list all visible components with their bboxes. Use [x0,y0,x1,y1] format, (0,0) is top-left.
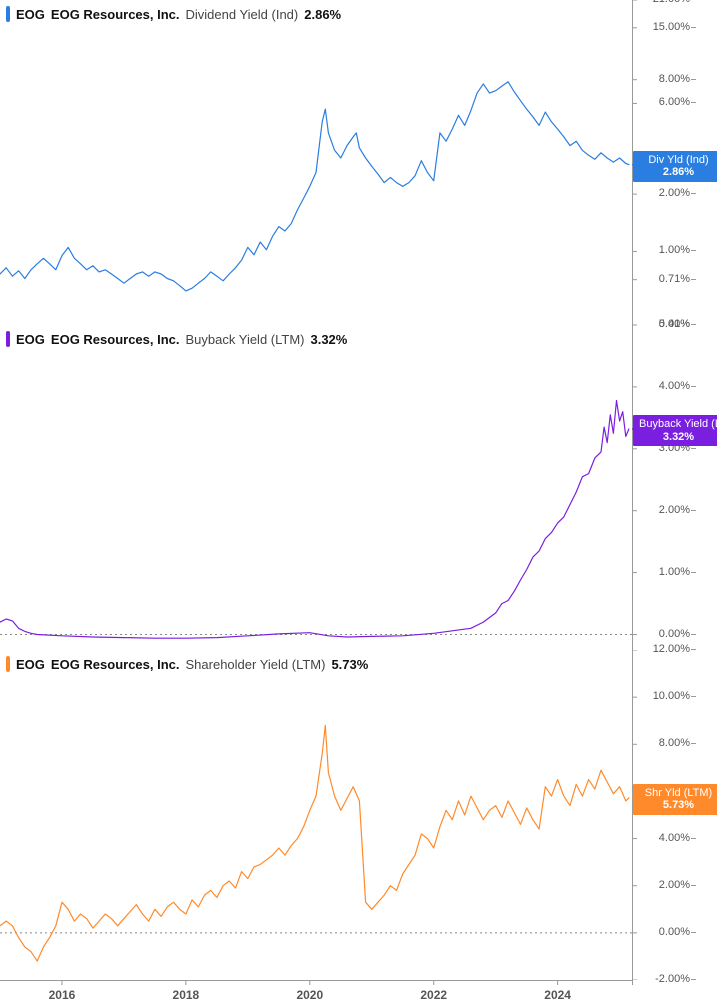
y-tick-label: 5.00% [640,318,690,330]
panel-legend: EOG EOG Resources, Inc. Buyback Yield (LTM… [6,331,347,347]
marker-value: 3.32% [639,431,717,444]
x-tick-label: 2018 [173,988,200,1002]
x-tick-label: 2020 [296,988,323,1002]
legend-value: 5.73% [331,657,368,672]
y-tick-label: 2.00% [640,187,690,199]
legend-value: 3.32% [310,332,347,347]
y-tick-label: 4.00% [640,832,690,844]
legend-swatch [6,331,10,347]
chart-plot[interactable] [0,325,717,650]
marker-label: Shr Yld (LTM) [639,787,717,800]
y-tick-label: 0.00% [640,926,690,938]
y-tick-label: 12.00% [640,643,690,655]
y-tick-label: 8.00% [640,73,690,85]
marker-label: Buyback Yield (LTM) [639,418,717,431]
chart-panel-buyback_yield[interactable]: 5.00%4.00%3.00%2.00%1.00%0.00%EOGEOG Res… [0,325,717,650]
y-tick-label: 15.00% [640,21,690,33]
y-tick-label: 8.00% [640,737,690,749]
panel-legend: EOG EOG Resources, Inc. Dividend Yield (In… [6,6,341,22]
y-tick-label: 6.00% [640,96,690,108]
y-tick-label: 2.00% [640,879,690,891]
y-tick-label: 21.00% [640,0,690,5]
current-value-marker: Div Yld (Ind)2.86% [633,151,717,182]
chart-panel-div_yield[interactable]: 21.00%15.00%8.00%6.00%3.00%2.00%1.00%0.7… [0,0,717,325]
x-axis: 2016 2018 2020 2022 2024 [0,980,717,1005]
current-value-marker: Buyback Yield (LTM)3.32% [633,415,717,446]
y-tick-label: 1.00% [640,566,690,578]
y-tick-label: 0.71% [640,273,690,285]
legend-swatch [6,656,10,672]
legend-metric: Shareholder Yield (LTM) [186,657,326,672]
legend-ticker: EOG [16,7,45,22]
x-tick-label: 2022 [420,988,447,1002]
chart-plot[interactable] [0,0,717,325]
marker-value: 5.73% [639,799,717,812]
x-tick-label: 2024 [544,988,571,1002]
legend-metric: Buyback Yield (LTM) [186,332,305,347]
chart-plot[interactable] [0,650,717,980]
legend-ticker: EOG [16,332,45,347]
chart-panel-shareholder_yield[interactable]: 12.00%10.00%8.00%6.00%4.00%2.00%0.00%-2.… [0,650,717,980]
y-tick-label: 10.00% [640,690,690,702]
y-tick-label: 4.00% [640,380,690,392]
marker-value: 2.86% [639,166,717,179]
legend-company: EOG Resources, Inc. [51,657,180,672]
marker-label: Div Yld (Ind) [639,154,717,167]
current-value-marker: Shr Yld (LTM)5.73% [633,784,717,815]
legend-swatch [6,6,10,22]
legend-company: EOG Resources, Inc. [51,7,180,22]
legend-metric: Dividend Yield (Ind) [186,7,299,22]
panel-legend: EOG EOG Resources, Inc. Shareholder Yield … [6,656,368,672]
y-tick-label: 2.00% [640,504,690,516]
legend-value: 2.86% [304,7,341,22]
legend-ticker: EOG [16,657,45,672]
legend-company: EOG Resources, Inc. [51,332,180,347]
y-tick-label: 0.00% [640,628,690,640]
x-tick-label: 2016 [49,988,76,1002]
y-tick-label: 1.00% [640,244,690,256]
